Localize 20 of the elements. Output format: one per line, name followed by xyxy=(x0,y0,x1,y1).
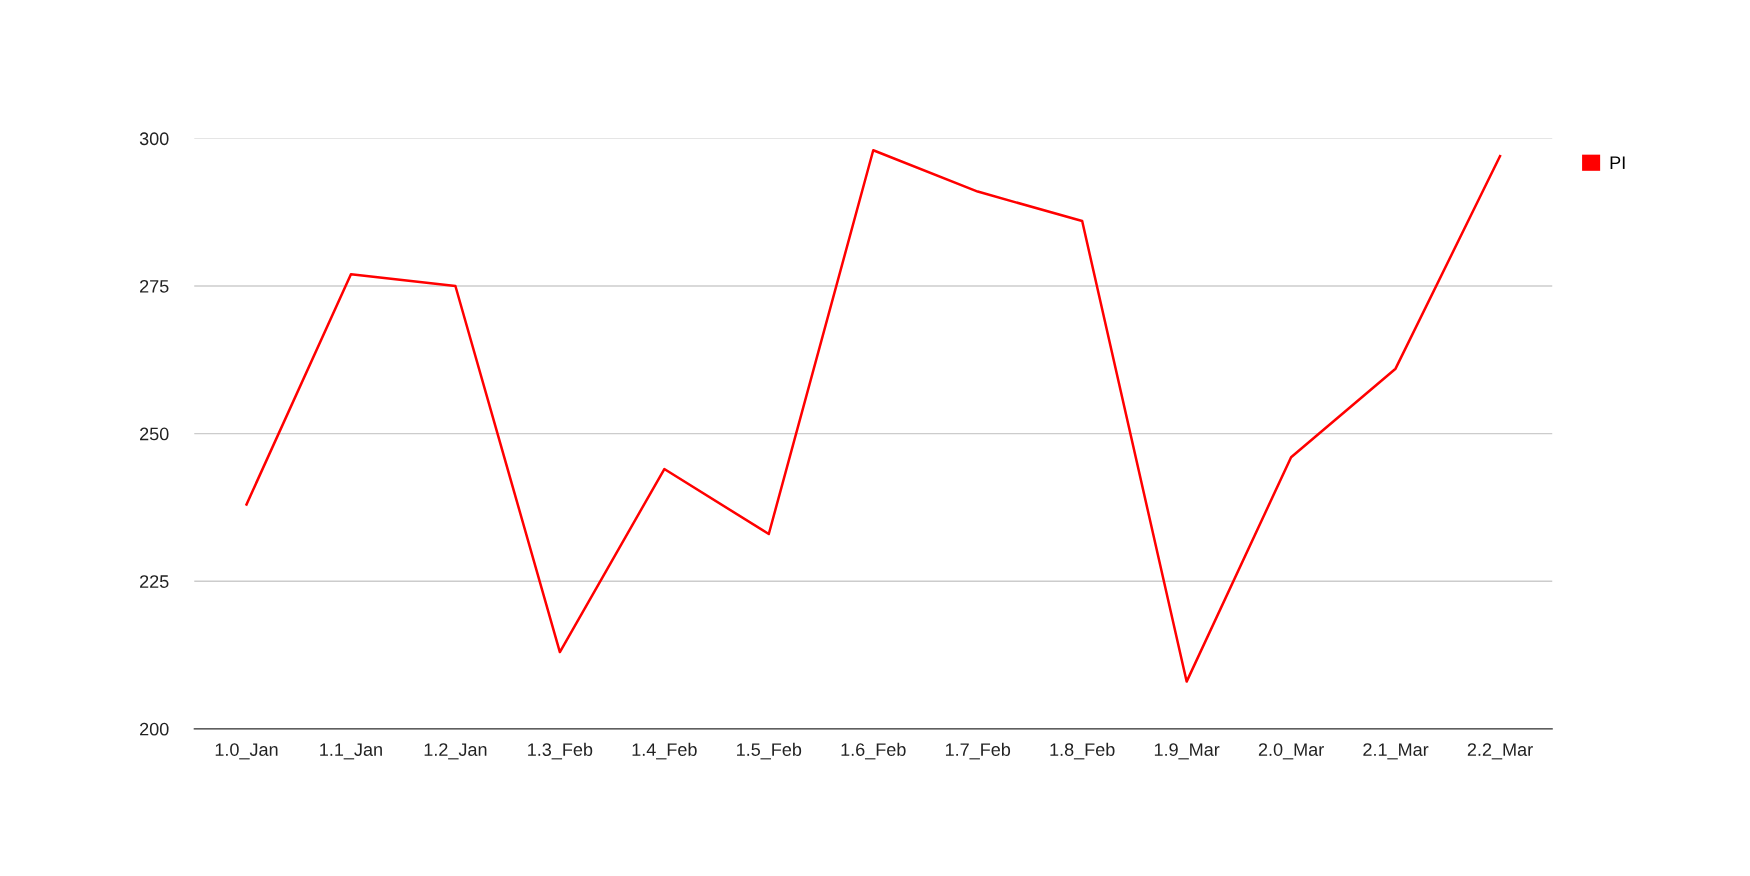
x-tick-label: 1.4_Feb xyxy=(632,742,697,760)
y-tick-label: 250 xyxy=(140,427,169,441)
x-tick-label: 2.1_Mar xyxy=(1363,743,1429,760)
x-tick-label: 2.2_Mar xyxy=(1467,743,1533,760)
x-tick-label: 1.6_Feb xyxy=(841,742,906,760)
x-tick-label: 2.0_Mar xyxy=(1258,743,1324,760)
x-tick-label: 1.9_Mar xyxy=(1154,743,1220,760)
y-tick-label: 275 xyxy=(140,279,169,293)
x-tick-label: 1.8_Feb xyxy=(1050,742,1115,760)
y-tick-label: 300 xyxy=(139,132,169,146)
y-tick-label: 225 xyxy=(140,575,169,588)
x-tick-label: 1.2_Jan xyxy=(424,743,487,760)
legend-label: PI xyxy=(1610,156,1625,169)
x-tick-label: 1.7_Feb xyxy=(945,742,1011,760)
line-series xyxy=(245,148,1502,683)
x-tick-label: 1.1_Jan xyxy=(320,743,382,760)
x-tick-label: 1.0_Jan xyxy=(215,743,278,760)
y-tick-label: 200 xyxy=(140,722,169,736)
x-tick-label: 1.3_Feb xyxy=(528,742,593,760)
x-tick-label: 1.5_Feb xyxy=(737,742,802,760)
